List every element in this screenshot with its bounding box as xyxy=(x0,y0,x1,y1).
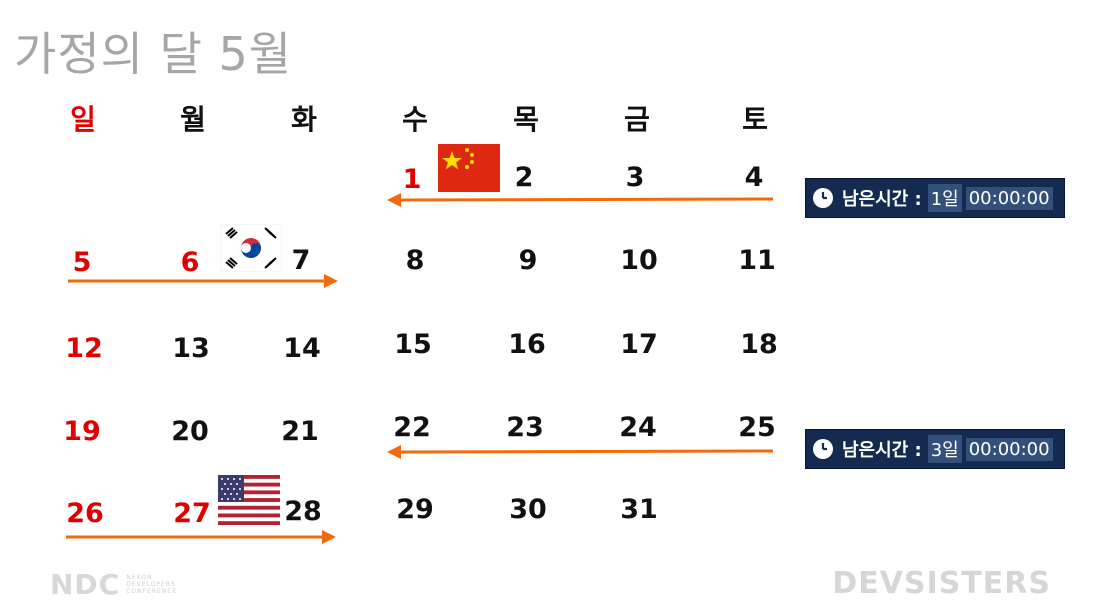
day-30: 30 xyxy=(509,494,547,525)
day-9: 9 xyxy=(518,245,538,276)
day-26: 26 xyxy=(66,498,104,529)
day-8: 8 xyxy=(405,245,425,276)
day-25: 25 xyxy=(738,412,776,443)
weekday-tue: 화 xyxy=(291,103,317,136)
timer-days: 1일 xyxy=(927,184,962,212)
usa-flag xyxy=(218,475,280,525)
weekday-wed: 수 xyxy=(402,103,428,136)
clock-icon xyxy=(813,188,833,208)
weekday-mon: 월 xyxy=(180,103,206,136)
timer-time: 00:00:00 xyxy=(965,437,1053,461)
china-flag xyxy=(438,144,500,192)
day-11: 11 xyxy=(738,245,776,276)
day-17: 17 xyxy=(620,329,658,360)
timer-label: 남은시간 : xyxy=(842,189,922,210)
weekday-fri: 금 xyxy=(624,103,650,136)
day-27: 27 xyxy=(173,498,211,529)
day-14: 14 xyxy=(283,333,321,364)
timer-days: 3일 xyxy=(927,435,962,463)
ndc-logo-subtitle: NEXON DEVELOPERS CONFERENCE xyxy=(126,574,178,595)
arrow-left-week1 xyxy=(387,193,774,207)
weekday-thu: 목 xyxy=(513,103,539,136)
day-18: 18 xyxy=(740,329,778,360)
day-4: 4 xyxy=(744,162,764,193)
day-29: 29 xyxy=(396,494,434,525)
page-title: 가정의 달 5월 xyxy=(14,27,293,81)
weekday-sun: 일 xyxy=(70,103,96,136)
arrow-right-week5 xyxy=(66,530,336,544)
day-7: 7 xyxy=(291,245,311,276)
day-2: 2 xyxy=(514,162,534,193)
day-16: 16 xyxy=(508,329,546,360)
countdown-timer-1: 남은시간 : 1일 00:00:00 xyxy=(805,178,1065,218)
timer-time: 00:00:00 xyxy=(965,186,1053,210)
korea-flag xyxy=(220,224,282,272)
day-28: 28 xyxy=(284,496,322,527)
day-22: 22 xyxy=(393,412,431,443)
day-10: 10 xyxy=(620,245,658,276)
ndc-logo-text: NDC xyxy=(50,568,121,601)
arrow-left-week4 xyxy=(387,445,774,459)
ndc-logo: NDC NEXON DEVELOPERS CONFERENCE xyxy=(50,568,196,601)
arrow-right-week2 xyxy=(68,274,338,288)
day-12: 12 xyxy=(65,333,103,364)
day-20: 20 xyxy=(171,416,209,447)
devsisters-logo: DEVSISTERS xyxy=(832,566,1051,601)
day-5: 5 xyxy=(72,247,92,278)
day-15: 15 xyxy=(394,329,432,360)
timer-label: 남은시간 : xyxy=(842,440,922,461)
day-24: 24 xyxy=(619,412,657,443)
day-31: 31 xyxy=(620,494,658,525)
countdown-timer-2: 남은시간 : 3일 00:00:00 xyxy=(805,429,1065,469)
day-13: 13 xyxy=(172,333,210,364)
clock-icon xyxy=(813,439,833,459)
day-3: 3 xyxy=(625,162,645,193)
day-23: 23 xyxy=(506,412,544,443)
day-19: 19 xyxy=(63,416,101,447)
weekday-sat: 토 xyxy=(742,103,768,136)
day-6: 6 xyxy=(180,247,200,278)
day-1: 1 xyxy=(402,164,422,195)
day-21: 21 xyxy=(281,416,319,447)
